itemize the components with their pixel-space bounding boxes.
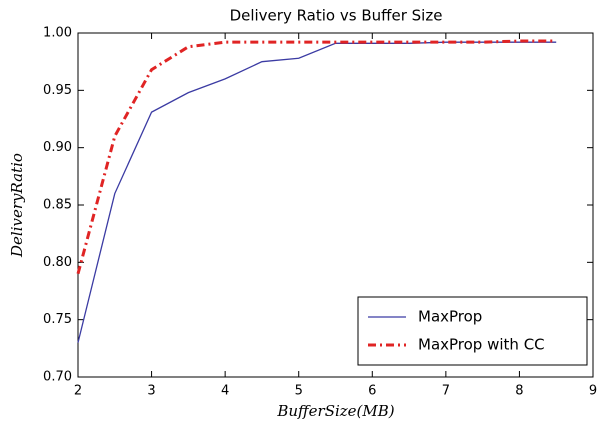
legend-label: MaxProp [418,308,482,326]
x-tick-label: 4 [221,384,229,399]
series-line [76,39,557,275]
x-tick-label: 6 [368,384,376,399]
y-tick-label: 0.75 [43,312,72,327]
legend-label: MaxProp with CC [418,336,545,354]
x-tick-label: 8 [515,384,523,399]
y-tick-label: 0.70 [43,370,72,385]
y-tick-label: 0.90 [43,140,72,155]
x-tick-label: 9 [589,384,597,399]
plot-frame [77,32,594,378]
x-tick-label: 3 [147,384,155,399]
y-tick-label: 0.95 [43,83,72,98]
x-tick-label: 2 [74,384,82,399]
chart-title: Delivery Ratio vs Buffer Size [230,7,443,25]
y-tick-label: 1.00 [43,26,72,41]
x-tick-label: 5 [295,384,303,399]
x-tick-label: 7 [442,384,450,399]
x-axis-label: BufferSize(MB) [276,402,394,420]
y-tick-label: 0.85 [43,198,72,213]
y-tick-label: 0.80 [43,255,72,270]
y-axis-label: DeliveryRatio [8,153,26,258]
legend-box [357,296,588,366]
series-line [77,41,557,343]
